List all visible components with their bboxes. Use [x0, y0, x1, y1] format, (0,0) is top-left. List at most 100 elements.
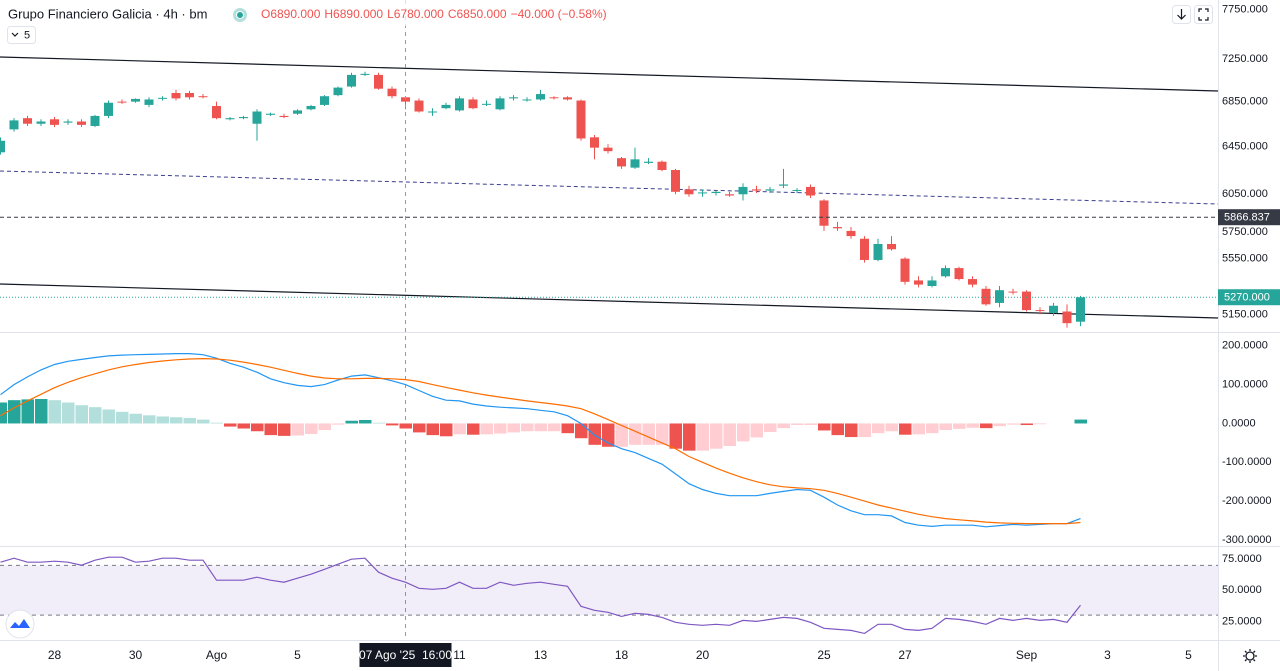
indicators-toggle[interactable] — [7, 26, 36, 44]
close-value: C6850.000 — [448, 7, 507, 21]
candle-body — [77, 121, 86, 125]
settings-icon-spokes — [1243, 649, 1257, 663]
open-value: O6890.000 — [261, 7, 321, 21]
histogram-bar — [251, 423, 264, 432]
trend-line[interactable] — [0, 56, 1219, 92]
y-tick-label: 5750.000 — [1222, 226, 1268, 238]
low-value: L6780.000 — [387, 7, 444, 21]
histogram-bar — [561, 423, 574, 434]
candle-body — [752, 189, 761, 191]
histogram-bar — [507, 423, 520, 433]
candle-body — [144, 99, 154, 105]
histogram-bar — [170, 417, 183, 424]
x-tick-label: 20 — [696, 648, 710, 662]
candle-body — [360, 73, 370, 75]
candle-body — [239, 117, 248, 119]
candle-body — [657, 161, 667, 171]
histogram-bar — [48, 400, 61, 424]
candle-body — [927, 280, 937, 286]
y-tick-label: 100.0000 — [1222, 379, 1268, 391]
candle-body — [509, 97, 518, 99]
histogram-bar — [224, 423, 237, 427]
histogram-bar — [62, 402, 75, 424]
histogram-bar — [534, 423, 547, 432]
candle-body — [9, 120, 19, 130]
candle-body — [590, 137, 599, 148]
trend-line-dashed[interactable] — [0, 170, 1219, 205]
histogram-bar — [696, 423, 709, 451]
y-tick-label: 50.0000 — [1222, 584, 1262, 596]
candle-body — [671, 170, 680, 192]
candle-body — [212, 106, 221, 119]
histogram-bar — [588, 423, 601, 445]
histogram-bar — [926, 423, 939, 434]
candle-body — [279, 115, 289, 118]
candle-body — [117, 101, 127, 103]
legend-background — [0, 0, 600, 26]
candle-body — [171, 92, 181, 99]
trend-line[interactable] — [0, 283, 1219, 319]
candle-body — [347, 74, 356, 87]
histogram-bar — [629, 423, 642, 445]
y-tick-label: 6450.000 — [1222, 140, 1268, 152]
histogram-bar — [102, 409, 115, 424]
histogram-bar — [0, 402, 7, 424]
settings-icon[interactable] — [1245, 651, 1255, 661]
candle-body — [738, 186, 748, 195]
histogram-bar — [683, 423, 696, 451]
logo-button[interactable] — [5, 609, 35, 639]
candle-body — [522, 99, 532, 101]
candle-body — [873, 243, 883, 260]
histogram-bar — [453, 423, 466, 435]
histogram-bar — [885, 423, 898, 432]
candle-body — [293, 110, 302, 114]
candle-body — [0, 140, 5, 153]
histogram-bar — [467, 423, 480, 435]
candle-body — [387, 88, 397, 97]
y-tick-label: 6850.000 — [1222, 96, 1268, 108]
candle-body — [698, 192, 707, 194]
histogram-bar — [291, 423, 304, 436]
crosshair-label: 07 Ago '25 16:00 — [359, 648, 452, 662]
histogram-bar — [89, 407, 102, 424]
histogram-bar — [1007, 423, 1020, 425]
x-tick-label: 27 — [898, 648, 912, 662]
candle-body — [104, 102, 113, 116]
x-tick-label: 18 — [615, 648, 629, 662]
candle-body — [225, 118, 235, 120]
histogram-bar — [669, 423, 682, 449]
x-tick-label: 11 — [453, 648, 466, 662]
histogram-bar — [156, 416, 169, 424]
candle-body — [50, 119, 59, 125]
histogram-bar — [332, 423, 345, 425]
crosshair-label-box — [359, 643, 452, 667]
candle-body — [711, 191, 721, 194]
histogram-bar — [953, 423, 966, 429]
histogram-bar — [1074, 419, 1087, 424]
candle-body — [549, 97, 559, 99]
histogram-bar — [21, 399, 34, 424]
histogram-bar — [899, 423, 912, 435]
candle-body — [900, 258, 910, 282]
candle-body — [954, 268, 964, 280]
histogram-bar — [521, 423, 534, 432]
x-tick-label: Sep — [1016, 648, 1038, 662]
candle-body — [563, 97, 572, 100]
candle-body — [23, 118, 32, 124]
histogram-bar — [413, 423, 426, 433]
fullscreen-button[interactable] — [1194, 5, 1213, 24]
histogram-bar — [750, 423, 763, 438]
x-tick-label: 28 — [48, 648, 62, 662]
candle-body — [725, 194, 734, 196]
candle-body — [603, 147, 613, 152]
candle-body — [684, 189, 694, 195]
histogram-bar — [939, 423, 952, 431]
histogram-bar — [818, 423, 831, 431]
histogram-bar — [372, 422, 385, 424]
histogram-bar — [872, 423, 885, 434]
candle-body — [1008, 291, 1018, 293]
candle-body — [158, 97, 167, 99]
candle-body — [846, 230, 856, 237]
histogram-bar — [143, 415, 156, 424]
